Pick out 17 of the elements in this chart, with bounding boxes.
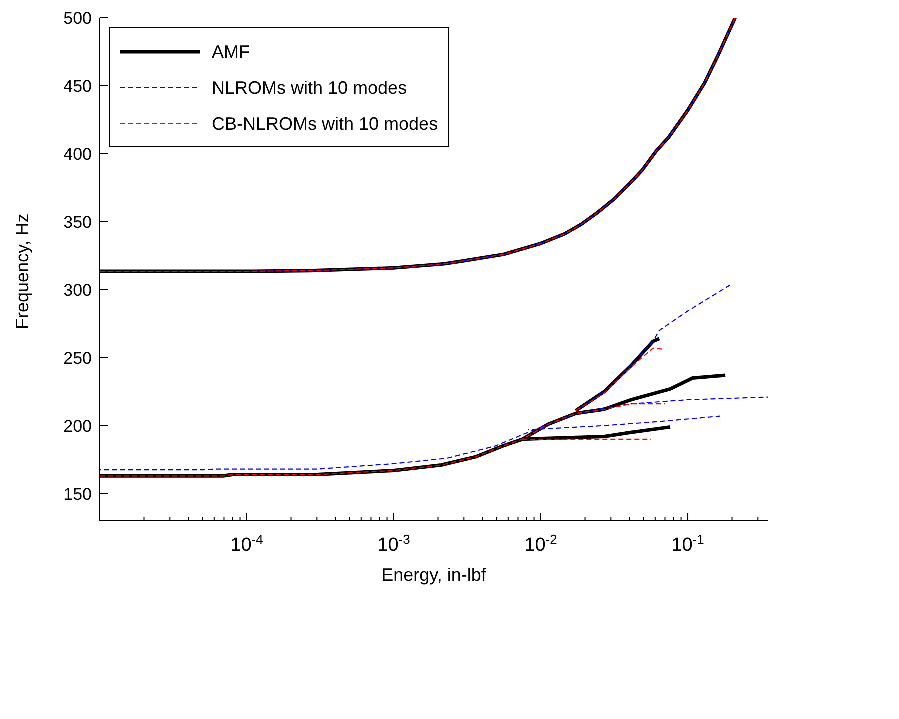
x-tick-label: 10$^{-4}$: [230, 532, 264, 556]
y-tick-label: 500: [64, 9, 92, 28]
legend-label: AMF: [212, 42, 250, 62]
y-tick-label: 400: [64, 144, 92, 164]
y-tick-label: 450: [64, 76, 92, 96]
x-axis-title: Energy, in-lbf: [382, 565, 488, 585]
y-tick-label: 150: [64, 484, 92, 504]
y-tick-label: 350: [64, 212, 92, 232]
y-axis-title: Frequency, Hz: [12, 214, 32, 330]
x-tick-label: 10$^{-3}$: [378, 532, 410, 556]
y-tick-label: 300: [64, 280, 92, 300]
x-tick-label: 10$^{-1}$: [672, 532, 704, 556]
y-tick-label: 200: [64, 416, 92, 436]
legend-label: NLROMs with 10 modes: [212, 78, 408, 98]
y-tick-label: 250: [64, 348, 92, 368]
x-tick-label: 10$^{-2}$: [524, 532, 558, 556]
legend-label: CB-NLROMs with 10 modes: [212, 114, 438, 134]
